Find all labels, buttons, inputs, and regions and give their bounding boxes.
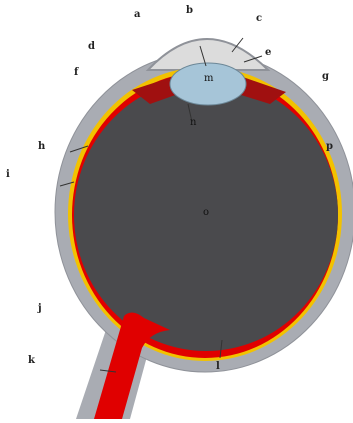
label-d: d [88,41,95,52]
label-i: i [6,169,10,180]
label-j: j [38,303,42,314]
label-n: n [190,117,197,128]
label-a: a [134,9,141,20]
label-c: c [256,13,263,24]
label-k: k [28,355,35,366]
label-l: l [216,361,220,372]
cornea [145,38,271,71]
label-f: f [74,67,79,78]
label-o: o [203,207,210,218]
label-e: e [265,47,272,58]
lens [169,62,247,106]
label-p: p [326,141,333,152]
leader-lines [59,37,263,373]
label-m: m [204,73,214,84]
iris-right [238,76,286,104]
label-h: h [38,141,46,152]
label-g: g [322,71,329,82]
vitreous-body [74,79,338,351]
optic-nerve [94,312,170,419]
iris-left [132,76,178,104]
label-b: b [186,5,193,16]
